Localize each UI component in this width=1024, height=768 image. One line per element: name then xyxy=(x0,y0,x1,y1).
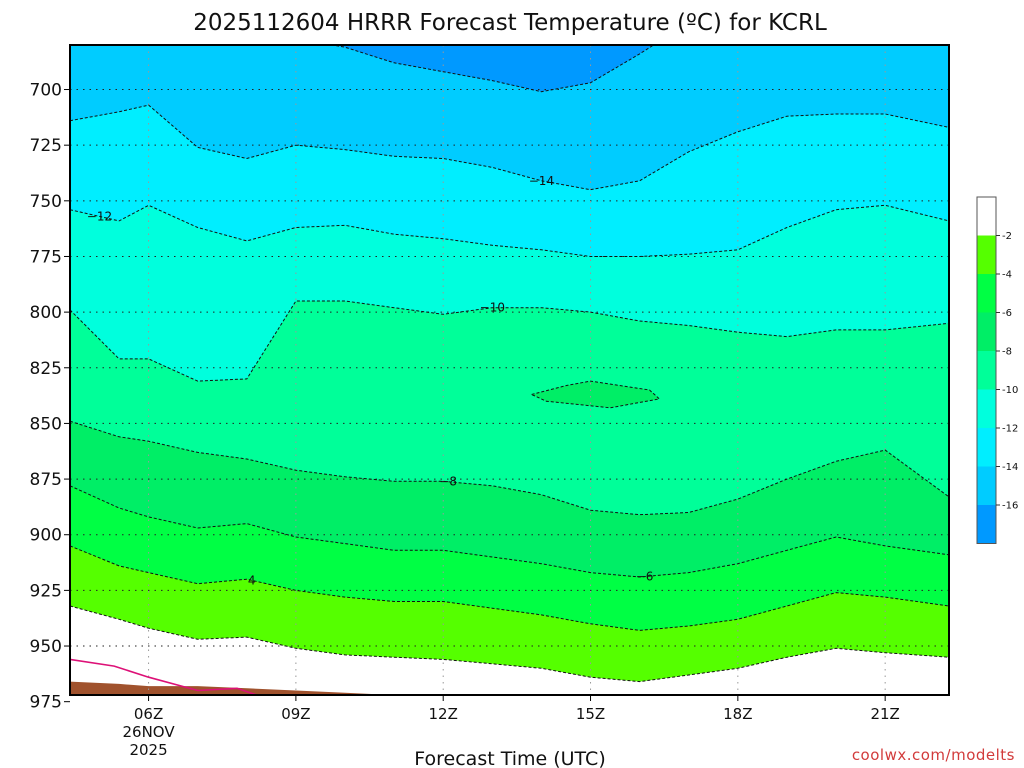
y-tick-label: 975 xyxy=(30,693,62,713)
y-tick-label: 850 xyxy=(30,414,62,434)
contour-line xyxy=(70,300,949,382)
colorbar-label: -12 xyxy=(1002,424,1018,435)
colorbar-swatch xyxy=(977,274,996,313)
y-tick-label: 750 xyxy=(30,192,62,212)
y-tick-label: 950 xyxy=(30,637,62,657)
contour-label: −8 xyxy=(439,475,457,489)
colorbar-swatch xyxy=(977,466,996,505)
fill-band-2 xyxy=(70,606,949,695)
colorbar-label: -2 xyxy=(1002,231,1012,242)
chart-title: 2025112604 HRRR Forecast Temperature (ºC… xyxy=(193,10,827,36)
colorbar-frame xyxy=(976,196,997,544)
contour-line xyxy=(70,420,949,516)
contour-line xyxy=(70,485,949,578)
colorbar-swatch xyxy=(977,312,996,351)
fill-island xyxy=(531,381,660,408)
x-tick-label: 21Z xyxy=(870,705,899,723)
contour-label: −14 xyxy=(529,174,554,188)
y-tick-label: 775 xyxy=(30,247,62,267)
y-tick-label: 825 xyxy=(30,359,62,379)
x-tick-label: 06Z xyxy=(134,705,163,723)
contour-label: −12 xyxy=(87,209,112,223)
colorbar-swatch xyxy=(977,428,996,467)
contour-line xyxy=(70,605,949,683)
y-tick-label: 800 xyxy=(30,303,62,323)
colorbar-swatch xyxy=(977,197,996,236)
contour-label: −6 xyxy=(636,570,654,584)
contour-line-closed xyxy=(530,380,661,409)
plot-frame xyxy=(69,44,950,696)
contour-line xyxy=(70,104,949,191)
colorbar-swatch xyxy=(977,351,996,390)
y-tick-label: 900 xyxy=(30,526,62,546)
colorbar-label: -14 xyxy=(1002,462,1018,473)
contour-line xyxy=(70,545,949,631)
colorbar-swatch xyxy=(977,389,996,428)
colorbar-label: -10 xyxy=(1002,385,1018,396)
y-tick-label: 725 xyxy=(30,136,62,156)
contour-label: −10 xyxy=(480,301,505,315)
x-tick-label: 12Z xyxy=(429,705,458,723)
contour-label: 4 xyxy=(248,573,256,587)
x-tick-sublabel: 26NOV xyxy=(123,723,176,741)
temperature-fills xyxy=(70,45,949,695)
contour-line xyxy=(330,45,655,93)
contour-labels: −14 −12 −10 −8 −6 4 xyxy=(87,174,654,588)
colorbar-swatch xyxy=(977,235,996,274)
contour-line xyxy=(70,204,949,257)
colorbar-label: -6 xyxy=(1002,308,1012,319)
x-tick-label: 15Z xyxy=(576,705,605,723)
y-tick-label: 925 xyxy=(30,581,62,601)
y-tick-label: 875 xyxy=(30,470,62,490)
colorbar-legend: -2 -4 -6 -8 -10 -12 -14 -16 xyxy=(976,196,1018,544)
x-tick-label: 18Z xyxy=(723,705,752,723)
colorbar-label: -8 xyxy=(1002,347,1012,358)
contour-lines xyxy=(70,45,949,695)
x-tick-sublabel: 2025 xyxy=(129,741,167,759)
ground-fill xyxy=(70,681,444,695)
colorbar-label: -16 xyxy=(1002,501,1018,512)
x-tick-label: 09Z xyxy=(281,705,310,723)
colorbar-swatch xyxy=(977,505,996,544)
y-tick-label: 700 xyxy=(30,81,62,101)
x-axis-label: Forecast Time (UTC) xyxy=(414,748,605,768)
y-axis: 700 725 750 775 800 825 850 875 900 925 950 975 xyxy=(30,81,70,713)
freezing-line xyxy=(70,658,257,695)
grid-lines xyxy=(70,45,949,695)
freezing-line xyxy=(833,694,843,695)
credit-text: coolwx.com/modelts xyxy=(852,746,1015,764)
colorbar-label: -4 xyxy=(1002,270,1012,281)
